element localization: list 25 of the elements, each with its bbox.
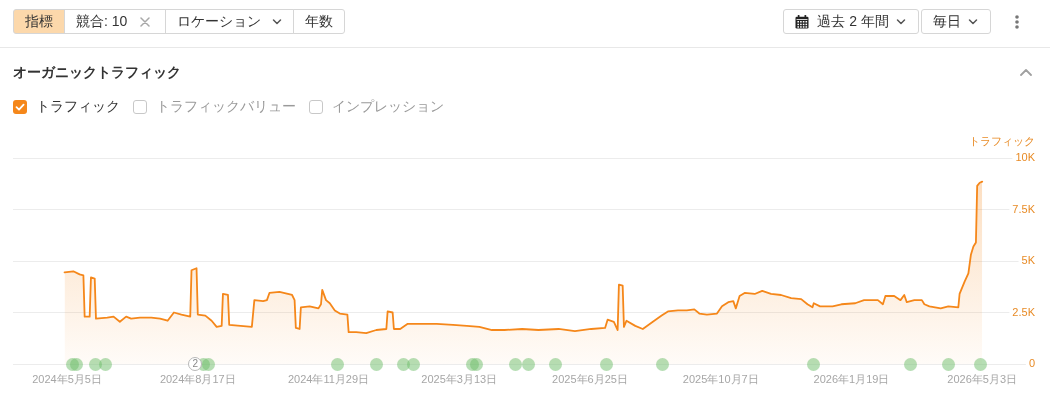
text: トラフィックバリュー (156, 98, 296, 116)
legend-label: トラフィック (36, 98, 120, 116)
x-tick-label: 2024年8月17日 (159, 372, 236, 385)
button: 年数 (293, 9, 346, 34)
x-tick-label: 2026年5月3日 (947, 372, 1018, 385)
x-tick-label: 2025年10月7日 (682, 372, 759, 385)
button: ロケーション (165, 9, 295, 34)
chart-title: オーガニックトラフィック (13, 63, 181, 82)
x-tick-label: 2025年6月25日 (552, 372, 628, 385)
text: インプレッション (332, 98, 444, 116)
button: 指標 (13, 9, 65, 34)
button: 過去 2 年間 (783, 9, 919, 34)
y-tick-label: 10K (1015, 151, 1036, 164)
y-tick-label: 0 (1028, 357, 1035, 370)
button: 毎日 (921, 9, 991, 34)
y-tick-label: 2.5K (1012, 305, 1036, 318)
y-tick-label: 7.5K (1012, 202, 1036, 215)
x-tick-label: 2025年3月13日 (421, 372, 498, 385)
x-tick-label: 2026年1月19日 (813, 372, 890, 385)
button: 競合: 10 (64, 9, 167, 34)
x-tick-label: 2024年5月5日 (32, 372, 102, 385)
y-axis-title: トラフィック (969, 134, 1035, 148)
x-tick-label: 2024年11月29日 (287, 372, 370, 385)
y-tick-label: 5K (1021, 254, 1036, 267)
annotation: 2 (188, 357, 203, 371)
